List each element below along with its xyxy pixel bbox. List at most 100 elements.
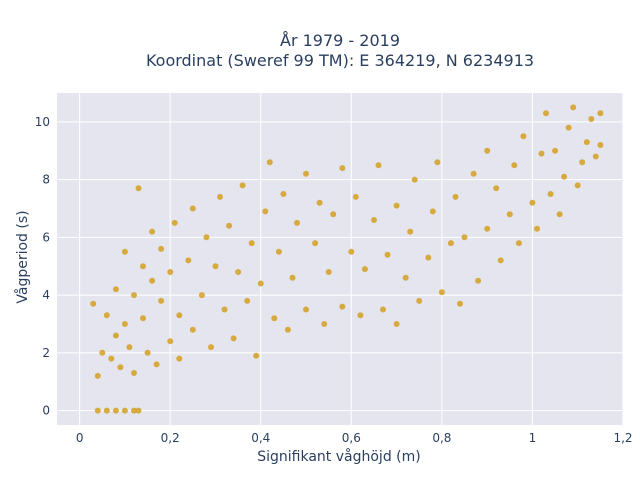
data-point bbox=[266, 159, 273, 166]
data-point bbox=[257, 280, 264, 287]
y-tick-label: 10 bbox=[35, 115, 50, 129]
data-point bbox=[131, 407, 137, 414]
data-point bbox=[407, 228, 414, 235]
data-point bbox=[361, 266, 368, 273]
data-point bbox=[447, 240, 454, 247]
data-point bbox=[185, 257, 192, 264]
data-point bbox=[226, 222, 233, 229]
data-point bbox=[275, 248, 282, 255]
data-point bbox=[103, 407, 110, 414]
plot-area bbox=[57, 93, 623, 425]
data-point bbox=[217, 193, 223, 200]
data-point bbox=[597, 110, 604, 117]
data-point bbox=[117, 364, 124, 371]
data-point bbox=[131, 292, 137, 299]
data-point bbox=[325, 269, 332, 275]
chart-title: År 1979 - 2019 bbox=[280, 31, 400, 50]
data-point bbox=[592, 153, 599, 160]
data-point bbox=[493, 185, 500, 192]
data-point bbox=[208, 344, 214, 351]
data-point bbox=[280, 191, 287, 197]
data-point bbox=[538, 150, 545, 157]
x-tick-label: 1,2 bbox=[613, 431, 632, 445]
data-point bbox=[321, 321, 328, 327]
data-point bbox=[357, 312, 364, 319]
data-point bbox=[244, 297, 251, 304]
data-point bbox=[121, 407, 128, 414]
data-point bbox=[149, 228, 156, 235]
data-point bbox=[457, 300, 463, 307]
data-point bbox=[262, 208, 269, 215]
data-point bbox=[339, 165, 346, 172]
data-point bbox=[416, 297, 423, 304]
data-point bbox=[515, 240, 522, 247]
data-point bbox=[484, 225, 491, 232]
data-point bbox=[371, 217, 377, 223]
data-point bbox=[94, 407, 101, 414]
data-point bbox=[375, 162, 382, 169]
data-point bbox=[303, 306, 309, 313]
y-tick-label: 8 bbox=[42, 173, 50, 187]
data-point bbox=[121, 321, 128, 327]
data-point bbox=[475, 277, 482, 284]
data-point bbox=[171, 219, 178, 226]
data-point bbox=[393, 321, 400, 327]
data-point bbox=[176, 312, 183, 319]
x-axis-title: Signifikant våghöjd (m) bbox=[257, 448, 420, 465]
data-point bbox=[556, 211, 563, 218]
x-tick-label: 0,4 bbox=[251, 431, 270, 445]
x-tick-label: 0 bbox=[76, 431, 84, 445]
y-tick-label: 0 bbox=[42, 404, 50, 418]
y-tick-label: 4 bbox=[42, 288, 50, 302]
data-point bbox=[461, 234, 468, 241]
data-point bbox=[303, 170, 309, 177]
data-point bbox=[583, 139, 590, 146]
data-point bbox=[597, 142, 604, 148]
data-point bbox=[552, 147, 559, 154]
data-point bbox=[316, 199, 323, 206]
scatter-points bbox=[90, 104, 604, 414]
data-point bbox=[411, 176, 418, 183]
data-point bbox=[158, 245, 165, 252]
data-point bbox=[438, 289, 445, 296]
data-point bbox=[221, 306, 228, 313]
x-tick-label: 0,6 bbox=[342, 431, 361, 445]
data-point bbox=[140, 263, 146, 270]
data-point bbox=[511, 162, 518, 169]
data-point bbox=[579, 159, 586, 166]
data-point bbox=[112, 332, 119, 339]
data-point bbox=[284, 326, 291, 333]
data-point bbox=[131, 370, 137, 376]
grid-lines bbox=[57, 93, 624, 425]
x-tick-label: 1 bbox=[529, 431, 537, 445]
data-point bbox=[529, 199, 536, 206]
data-point bbox=[167, 338, 174, 345]
data-point bbox=[534, 225, 540, 232]
data-point bbox=[176, 355, 183, 362]
data-point bbox=[189, 326, 196, 333]
y-tick-labels: 0 2 4 6 8 10 bbox=[35, 115, 50, 418]
data-point bbox=[484, 147, 491, 154]
data-point bbox=[543, 110, 549, 117]
y-tick-label: 2 bbox=[42, 346, 50, 360]
data-point bbox=[547, 191, 554, 197]
x-tick-labels: 0 0,2 0,4 0,6 0,8 1 1,2 bbox=[76, 431, 633, 445]
data-point bbox=[112, 286, 119, 293]
data-point bbox=[235, 269, 242, 275]
data-point bbox=[380, 306, 386, 313]
data-point bbox=[239, 182, 246, 189]
data-point bbox=[470, 170, 477, 177]
data-point bbox=[312, 240, 319, 247]
data-point bbox=[588, 116, 595, 122]
data-point bbox=[103, 312, 110, 319]
data-point bbox=[352, 193, 359, 200]
data-point bbox=[99, 349, 106, 356]
data-point bbox=[90, 300, 97, 307]
y-tick-label: 6 bbox=[42, 230, 50, 244]
data-point bbox=[248, 240, 255, 247]
data-point bbox=[144, 349, 151, 356]
chart-subtitle: Koordinat (Sweref 99 TM): E 364219, N 62… bbox=[146, 51, 534, 70]
data-point bbox=[339, 303, 346, 310]
data-point bbox=[348, 248, 355, 255]
